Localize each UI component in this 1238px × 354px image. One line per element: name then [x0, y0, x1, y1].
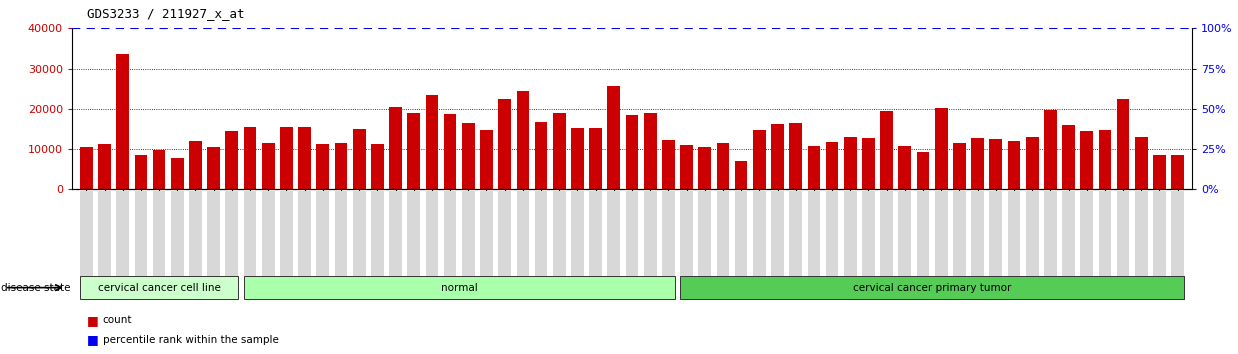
Bar — [899, 146, 911, 189]
Bar — [826, 142, 838, 189]
Bar — [207, 147, 220, 189]
Bar — [608, 86, 620, 189]
Bar — [262, 143, 275, 189]
Bar — [844, 137, 857, 189]
Text: ■: ■ — [87, 333, 98, 346]
Bar — [1081, 131, 1093, 189]
Bar — [644, 113, 656, 189]
Bar — [662, 140, 675, 189]
Bar — [353, 129, 365, 189]
Bar — [1117, 99, 1129, 189]
Bar — [862, 138, 875, 189]
Bar — [1044, 110, 1057, 189]
Bar — [98, 144, 111, 189]
Text: percentile rank within the sample: percentile rank within the sample — [103, 335, 279, 345]
Bar — [1026, 137, 1039, 189]
Bar — [880, 111, 893, 189]
Bar — [535, 122, 547, 189]
Bar — [189, 141, 202, 189]
Text: normal: normal — [441, 282, 478, 293]
Bar — [80, 147, 93, 189]
Bar — [225, 131, 238, 189]
Text: cervical cancer primary tumor: cervical cancer primary tumor — [853, 282, 1011, 293]
Bar — [1153, 155, 1166, 189]
Bar — [426, 95, 438, 189]
Bar — [116, 55, 129, 189]
Bar — [317, 144, 329, 189]
Bar — [1098, 130, 1112, 189]
Bar — [571, 128, 584, 189]
Bar — [916, 152, 930, 189]
Bar — [953, 143, 966, 189]
Bar — [480, 130, 493, 189]
Bar — [771, 124, 784, 189]
Bar — [1135, 137, 1148, 189]
Bar — [735, 161, 748, 189]
Bar — [790, 123, 802, 189]
Bar — [152, 150, 166, 189]
Bar — [971, 138, 984, 189]
Text: disease state: disease state — [1, 282, 71, 293]
Bar — [589, 128, 602, 189]
Bar — [443, 114, 457, 189]
Bar — [298, 127, 311, 189]
Bar — [625, 115, 639, 189]
Bar — [935, 108, 947, 189]
Bar — [553, 113, 566, 189]
Bar — [698, 147, 711, 189]
Bar — [989, 139, 1002, 189]
Bar — [1171, 155, 1184, 189]
Bar — [1008, 141, 1020, 189]
Bar — [135, 155, 147, 189]
Bar — [334, 143, 348, 189]
Bar — [462, 123, 474, 189]
Bar — [244, 127, 256, 189]
Bar — [516, 91, 529, 189]
Text: count: count — [103, 315, 132, 325]
Bar — [389, 107, 402, 189]
Bar — [753, 130, 765, 189]
Bar — [499, 99, 511, 189]
Text: ■: ■ — [87, 314, 98, 327]
Bar — [280, 127, 293, 189]
Text: GDS3233 / 211927_x_at: GDS3233 / 211927_x_at — [87, 7, 244, 20]
Bar — [807, 146, 821, 189]
Bar — [407, 113, 420, 189]
Bar — [717, 143, 729, 189]
Text: cervical cancer cell line: cervical cancer cell line — [98, 282, 220, 293]
Bar — [1062, 125, 1075, 189]
Bar — [371, 144, 384, 189]
Bar — [171, 158, 183, 189]
Bar — [680, 145, 693, 189]
